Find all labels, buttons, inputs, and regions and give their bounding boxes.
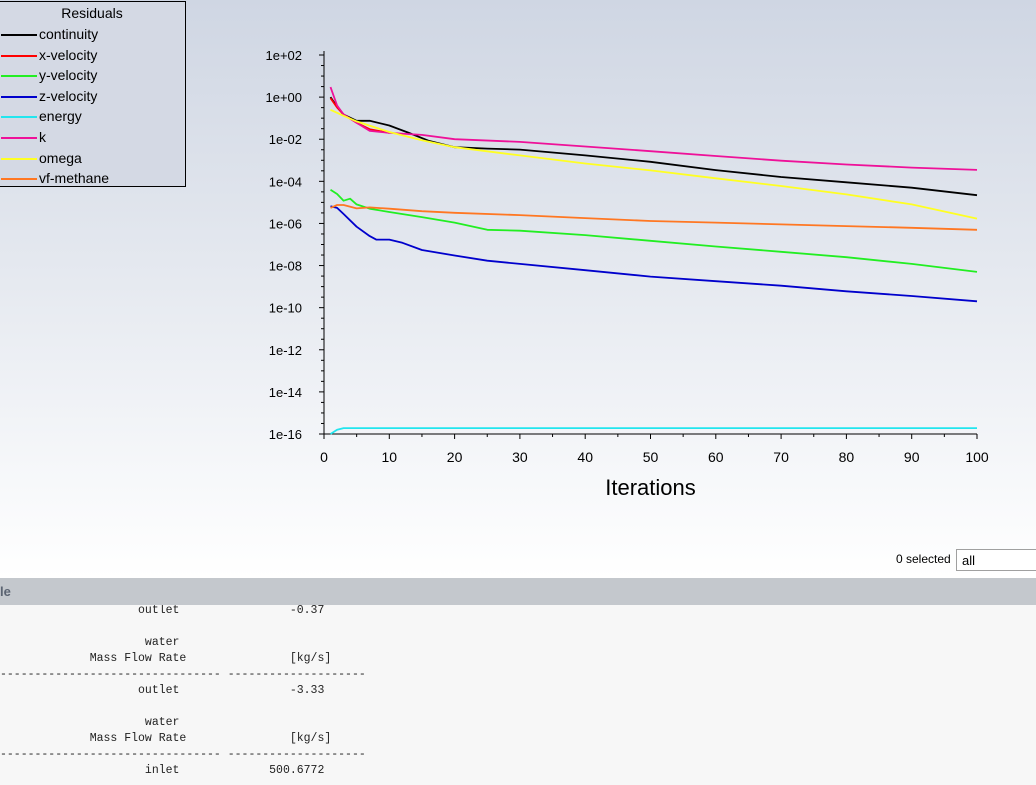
x-tick-label: 10: [382, 449, 398, 465]
plot-series: [329, 86, 978, 435]
legend-title: Residuals: [61, 5, 123, 21]
legend-swatch: [1, 34, 37, 36]
legend-swatch: [1, 178, 37, 181]
console-line: outlet -0.37: [0, 605, 325, 617]
x-tick-label: 100: [965, 449, 989, 465]
legend-label: omega: [39, 149, 82, 166]
legend-item-energy[interactable]: energy: [0, 106, 185, 126]
y-tick-label: 1e-08: [269, 259, 302, 274]
series-line-x-velocity: [329, 97, 390, 134]
legend-label: continuity: [39, 26, 99, 42]
console-line: [0, 619, 366, 635]
legend-swatch: [1, 75, 37, 78]
y-tick-label: 1e+00: [265, 90, 302, 105]
series-line-z-velocity: [330, 205, 978, 303]
console-panel[interactable]: outlet -0.37 water Mass Flow Rate [kg/s]…: [0, 605, 1036, 785]
series-line-energy: [330, 427, 977, 435]
legend[interactable]: Residuals continuity x-velocity y-velocity…: [0, 1, 186, 187]
legend-label: y-velocity: [39, 67, 98, 84]
legend-swatch: [1, 116, 37, 119]
console-line: water: [0, 636, 180, 649]
x-tick-label: 90: [904, 449, 920, 465]
series-line-vf-methane: [330, 204, 978, 231]
x-tick-label: 30: [512, 449, 528, 465]
legend-item-y-velocity[interactable]: y-velocity: [0, 65, 185, 85]
console-line: -------------------------------- -------…: [0, 748, 366, 761]
y-tick-label: 1e-16: [269, 427, 302, 442]
y-tick-label: 1e-02: [269, 132, 302, 147]
legend-label: z-velocity: [39, 87, 98, 104]
legend-item-vf-methane[interactable]: vf-methane: [0, 168, 185, 188]
legend-label: energy: [39, 108, 82, 125]
console-line: inlet 500.6772: [0, 764, 325, 777]
legend-swatch: [1, 157, 37, 160]
legend-label: vf-methane: [39, 170, 110, 187]
y-tick-label: 1e-04: [269, 174, 302, 189]
console-line: [0, 699, 366, 715]
legend-item-k[interactable]: k: [0, 127, 185, 147]
legend-swatch: [1, 95, 37, 98]
plot-labels: 1e+02 1e+00 1e-02 1e-04 1e-06 1e-08 1e-10 1e-12…: [265, 48, 988, 500]
plot-axes: [319, 51, 978, 439]
y-tick-label: 1e-14: [269, 385, 302, 400]
residuals-plot: 1e+02 1e+00 1e-02 1e-04 1e-06 1e-08 1e-10 1e-12…: [265, 48, 988, 500]
legend-item-z-velocity[interactable]: z-velocity: [0, 86, 185, 106]
x-tick-label: 20: [447, 449, 463, 465]
series-line-y-velocity: [330, 188, 978, 273]
y-tick-label: 1e-12: [269, 343, 302, 358]
series-line-continuity: [329, 96, 978, 197]
legend-swatch: [1, 137, 37, 139]
console-line: outlet -3.33: [0, 684, 325, 697]
console-header: le: [0, 578, 1036, 605]
legend-item-omega[interactable]: omega: [0, 148, 185, 168]
console-line: water: [0, 716, 180, 729]
console-output: outlet -0.37 water Mass Flow Rate [kg/s]…: [0, 605, 366, 779]
legend-swatch: [1, 54, 37, 57]
y-tick-label: 1e+02: [265, 48, 302, 63]
series-line-k: [329, 86, 978, 171]
selection-filter-dropdown[interactable]: all: [956, 549, 1036, 571]
x-axis-label: Iterations: [605, 475, 696, 500]
console-line: -------------------------------- -------…: [0, 668, 366, 681]
x-tick-label: 60: [708, 449, 724, 465]
console-title: le: [0, 584, 11, 599]
y-tick-label: 1e-10: [269, 301, 302, 316]
x-tick-label: 80: [839, 449, 855, 465]
legend-item-continuity[interactable]: continuity: [0, 24, 185, 44]
series-line-omega: [330, 108, 978, 220]
graphics-window[interactable]: 1e+02 1e+00 1e-02 1e-04 1e-06 1e-08 1e-10 1e-12…: [0, 0, 1036, 578]
x-tick-label: 70: [773, 449, 789, 465]
console-line: Mass Flow Rate [kg/s]: [0, 652, 332, 665]
y-tick-label: 1e-06: [269, 216, 302, 231]
selection-count: 0 selected: [896, 552, 951, 566]
legend-label: x-velocity: [39, 46, 98, 63]
x-tick-label: 50: [643, 449, 659, 465]
x-tick-label: 40: [577, 449, 593, 465]
legend-label: k: [39, 129, 46, 145]
legend-item-x-velocity[interactable]: x-velocity: [0, 45, 185, 65]
x-tick-label: 0: [320, 449, 328, 465]
console-line: Mass Flow Rate [kg/s]: [0, 732, 332, 745]
